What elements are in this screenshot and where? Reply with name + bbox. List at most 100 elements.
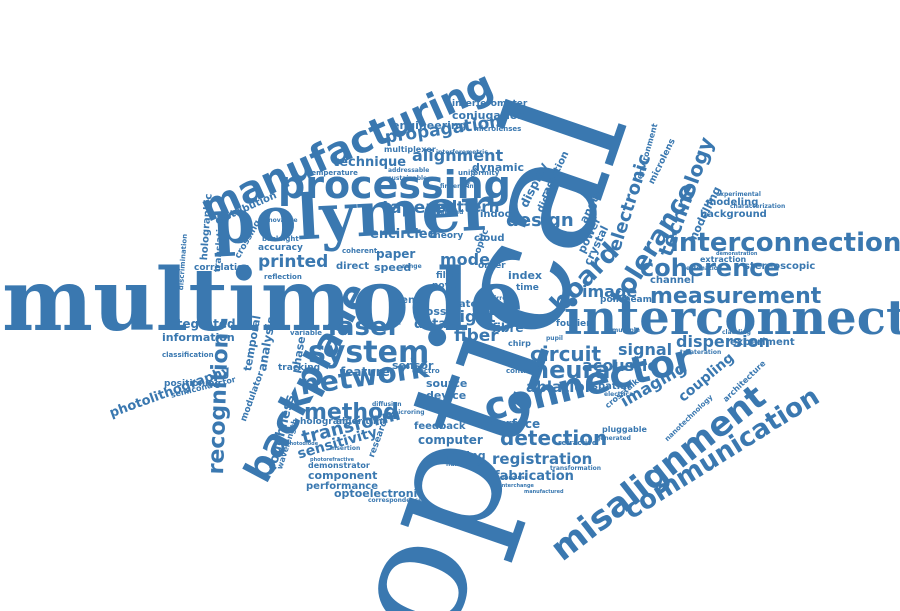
word-technique: technique [333, 155, 407, 170]
word-mirror: mirror [488, 295, 510, 302]
word-filter: filter [436, 271, 461, 281]
word-spatial: spatial [592, 381, 631, 392]
word-computer: computer [418, 433, 483, 447]
word-innovative: innovative [262, 217, 298, 224]
word-backlight: backlight [262, 235, 299, 243]
word-reflection: reflection [264, 273, 302, 281]
word-temperature: temperature [308, 169, 358, 177]
word-circuit: circuit [530, 342, 602, 366]
word-transformation: transformation [550, 465, 602, 472]
word-theory: theory [430, 231, 464, 241]
word-interferometric: interferometric [436, 149, 488, 156]
word-humanities: humanities [446, 461, 484, 468]
word-sustainable: sustainable [388, 175, 428, 182]
word-order: order [478, 261, 506, 271]
word-demonstration: demonstration [716, 251, 758, 257]
word-pupil: pupil [546, 335, 563, 342]
word-demonstrator: demonstrator [308, 461, 370, 470]
word-microlenses: microlenses [474, 125, 522, 133]
word-laser: laser [328, 312, 401, 342]
word-data: data [414, 317, 448, 332]
word-background: background [700, 209, 767, 220]
word-processing: processing [278, 163, 511, 207]
word-beam: beam [624, 295, 652, 305]
word-interconnection: interconnection [670, 228, 900, 258]
word-electro: electro [412, 367, 440, 375]
word-time: time [516, 283, 539, 293]
word-sensor: sensor [392, 359, 434, 372]
word-rate: rate [454, 299, 478, 310]
word-fingerprint: fingerprint [440, 183, 477, 190]
word-estimation: estimation [686, 265, 723, 272]
word-fourier: fourier [556, 319, 591, 329]
word-diffusion: diffusion [372, 401, 402, 408]
word-light: light [454, 307, 496, 326]
word-device: device [426, 389, 467, 402]
word-information: information [162, 331, 235, 344]
word-system: system [308, 335, 430, 370]
word-surface: surface [490, 417, 541, 431]
word-multiplexer: multiplexer [384, 145, 436, 154]
word-trilateration: trilateration [680, 349, 722, 356]
word-paper: paper [376, 247, 416, 261]
word-novel: novel [432, 281, 460, 291]
word-pattern: pattern [436, 198, 500, 216]
word-dynamic: dynamic [472, 161, 525, 174]
word-mode: mode [440, 250, 490, 269]
word-generated: generated [596, 435, 631, 442]
word-electrical: electrical [604, 391, 636, 398]
word-neural: neural [532, 356, 619, 384]
word-multimode: multimode [2, 250, 524, 351]
word-accuracy: accuracy [258, 243, 303, 253]
word-positioning: positioning [164, 379, 221, 389]
word-cloud: cloud [474, 233, 505, 244]
word-interchange: interchange [500, 483, 534, 489]
word-coherent: coherent [342, 247, 378, 255]
word-direct: direct [336, 261, 370, 272]
word-feedback: feedback [414, 421, 466, 432]
word-refractive: refractive [558, 439, 597, 447]
word-optoelectronic: optoelectronic [334, 487, 424, 500]
word-correspondence: correspondence [368, 497, 423, 504]
word-channel: channel [650, 275, 695, 286]
word-chirp: chirp [508, 339, 531, 348]
word-photodiode: photodiode [286, 441, 319, 447]
word-stereoscopic: stereoscopic [744, 261, 816, 272]
word-alignment: alignment [412, 146, 504, 165]
word-printed: printed [258, 252, 329, 272]
word-experiment: experiment [730, 337, 795, 348]
word-variable: variable [290, 329, 323, 337]
word-uniformity: uniformity [458, 169, 500, 177]
word-ablation: ablation [526, 378, 596, 396]
word-tapered: tapered [382, 198, 458, 218]
word-source: source [426, 377, 468, 390]
word-point: point [600, 295, 627, 305]
word-classification: classification [162, 351, 214, 359]
word-matched: matched [434, 209, 464, 216]
word-microring: microring [392, 409, 425, 416]
word-design: design [506, 210, 574, 231]
word-multiple: multiple [612, 327, 640, 334]
word-experimental: experimental [716, 191, 761, 198]
word-extraction: extraction [700, 255, 747, 264]
word-encircled: encircled [370, 227, 437, 242]
word-modeling: modeling [706, 197, 759, 208]
word-index: index [508, 269, 543, 282]
word-manufactured: manufactured [524, 489, 564, 495]
word-component: component [308, 469, 378, 482]
word-image: image [582, 282, 638, 301]
word-cladding: cladding [722, 329, 751, 336]
word-engineering: engineering [392, 119, 467, 132]
word-measurement: measurement [650, 284, 822, 309]
word-range: range [402, 263, 422, 270]
word-dispersion: dispersion [676, 332, 771, 351]
word-indoor: indoor [480, 209, 517, 220]
word-loss: loss [422, 305, 447, 318]
word-feature: feature [340, 365, 390, 379]
word-correlation: correlation [194, 263, 250, 273]
word-integrated: integrated [164, 317, 236, 331]
word-registration: registration [492, 450, 593, 468]
word-acoustic: acoustic [582, 356, 657, 375]
word-fiber: fiber [454, 326, 499, 346]
word-speed: speed [374, 261, 412, 274]
